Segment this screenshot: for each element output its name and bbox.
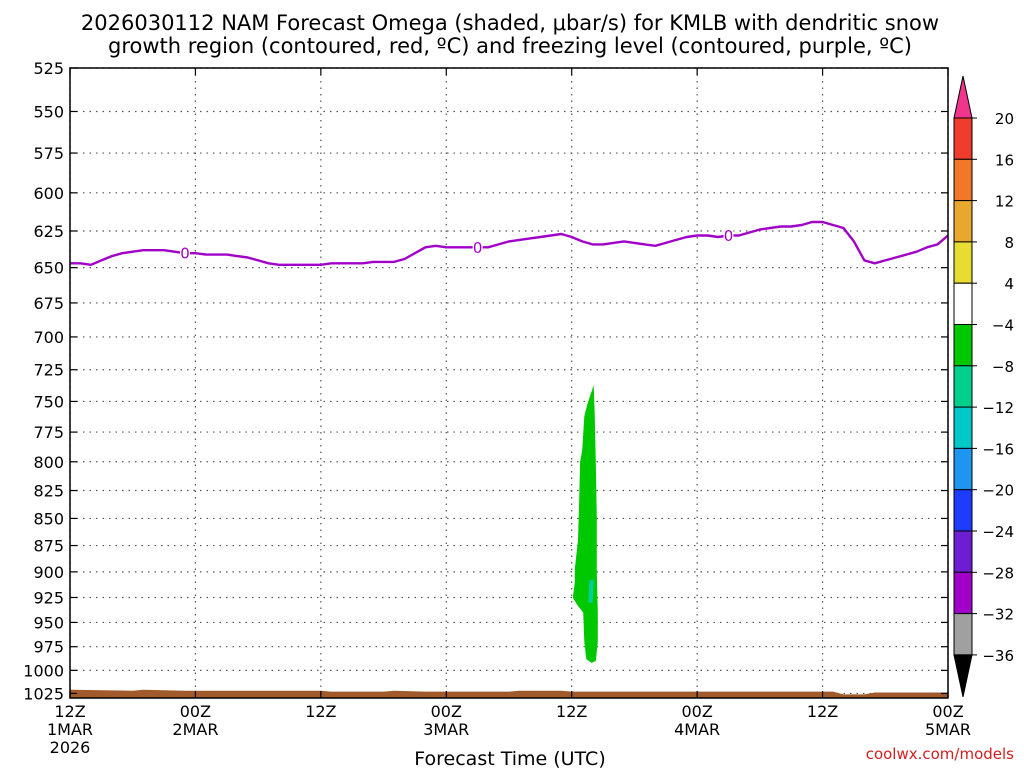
x-tick-time: 12Z — [807, 702, 838, 721]
colorbar: 20 16 12 8 4 −4 −8 −12 −16 −20 −24 −28 −32 −36 — [953, 75, 1014, 698]
x-tick-date: 4MAR — [674, 720, 720, 739]
colorbar-swatch — [953, 571, 973, 615]
colorbar-label: −28 — [982, 564, 1014, 582]
colorbar-swatch — [953, 406, 973, 449]
omega-region — [588, 580, 594, 603]
y-tick-label: 850 — [33, 509, 64, 528]
y-tick-label: 875 — [33, 537, 64, 556]
colorbar-label: 8 — [1004, 234, 1014, 252]
freezing-level: 0 0 0 — [70, 220, 949, 266]
y-axis: 525 550 575 600 625 650 675 700 725 750 775 800 825 8… — [23, 59, 948, 703]
y-tick-label: 750 — [33, 392, 64, 411]
contour-label: 0 — [724, 227, 734, 245]
colorbar-swatch — [953, 447, 973, 491]
x-axis-label: Forecast Time (UTC) — [414, 748, 605, 768]
x-tick-date: 5MAR — [925, 720, 971, 739]
x-tick-time: 00Z — [180, 702, 211, 721]
x-tick-date: 2MAR — [172, 720, 218, 739]
colorbar-label: −4 — [992, 317, 1014, 335]
contour-label: 0 — [473, 239, 483, 257]
x-tick-time: 12Z — [556, 702, 587, 721]
x-tick-time: 12Z — [305, 702, 336, 721]
contour-label-bg — [179, 244, 190, 263]
y-tick-label: 900 — [33, 563, 64, 582]
y-tick-label: 975 — [33, 638, 64, 657]
colorbar-swatch — [953, 613, 973, 656]
colorbar-label: 4 — [1004, 275, 1014, 293]
y-tick-label: 650 — [33, 259, 64, 278]
omega-region — [572, 385, 598, 663]
freezing-level-line — [70, 220, 949, 266]
colorbar-label: 16 — [995, 151, 1014, 169]
plot-frame — [69, 67, 949, 699]
y-tick-label: 1000 — [23, 661, 64, 680]
colorbar-label: −36 — [982, 647, 1014, 665]
terrain — [70, 689, 948, 698]
x-tick-time: 00Z — [431, 702, 462, 721]
y-tick-label: 800 — [33, 453, 64, 472]
x-tick-date: 3MAR — [423, 720, 469, 739]
colorbar-swatch — [953, 282, 973, 326]
y-tick-label: 550 — [33, 102, 64, 121]
chart-title-line-2: growth region (contoured, red, ºC) and f… — [108, 34, 912, 58]
colorbar-label: −24 — [982, 523, 1014, 541]
y-tick-label: 575 — [33, 144, 64, 163]
y-tick-label: 950 — [33, 613, 64, 632]
y-tick-label: 700 — [33, 328, 64, 347]
colorbar-label: −20 — [982, 482, 1014, 500]
colorbar-swatch — [953, 117, 973, 160]
grid — [69, 67, 949, 698]
colorbar-swatch — [953, 530, 973, 573]
x-tick-date: 1MAR — [47, 720, 93, 739]
contour-label: 0 — [180, 245, 190, 263]
contour-label-bg — [723, 226, 734, 245]
x-tick-year: 2026 — [50, 738, 91, 757]
credit-text: coolwx.com/models — [866, 745, 1014, 763]
contour-label-bg — [472, 238, 483, 257]
chart-title-line-1: 2026030112 NAM Forecast Omega (shaded, μ… — [81, 11, 939, 35]
colorbar-swatch — [953, 241, 973, 284]
y-tick-label: 675 — [33, 294, 64, 313]
colorbar-swatch — [953, 200, 973, 243]
x-tick-time: 12Z — [54, 702, 85, 721]
colorbar-label: 12 — [995, 193, 1014, 211]
y-tick-label: 825 — [33, 482, 64, 501]
colorbar-swatch — [953, 158, 973, 202]
colorbar-bottom-arrow — [953, 654, 973, 698]
colorbar-label: −32 — [982, 606, 1014, 624]
omega-shading — [572, 385, 598, 663]
colorbar-top-arrow — [953, 75, 973, 119]
y-tick-label: 625 — [33, 222, 64, 241]
colorbar-label: −12 — [982, 399, 1014, 417]
y-tick-label: 1025 — [23, 684, 64, 703]
colorbar-swatch — [953, 489, 973, 532]
colorbar-label: −8 — [992, 358, 1014, 376]
y-tick-label: 600 — [33, 184, 64, 203]
y-tick-label: 775 — [33, 423, 64, 442]
colorbar-label: −16 — [982, 440, 1014, 458]
x-tick-time: 00Z — [932, 702, 963, 721]
x-tick-time: 00Z — [681, 702, 712, 721]
colorbar-label: 20 — [995, 110, 1014, 128]
y-tick-label: 725 — [33, 361, 64, 380]
y-tick-label: 925 — [33, 588, 64, 607]
terrain-area — [70, 689, 948, 698]
colorbar-swatch — [953, 365, 973, 408]
colorbar-swatch — [953, 324, 973, 367]
y-tick-label: 525 — [33, 59, 64, 78]
